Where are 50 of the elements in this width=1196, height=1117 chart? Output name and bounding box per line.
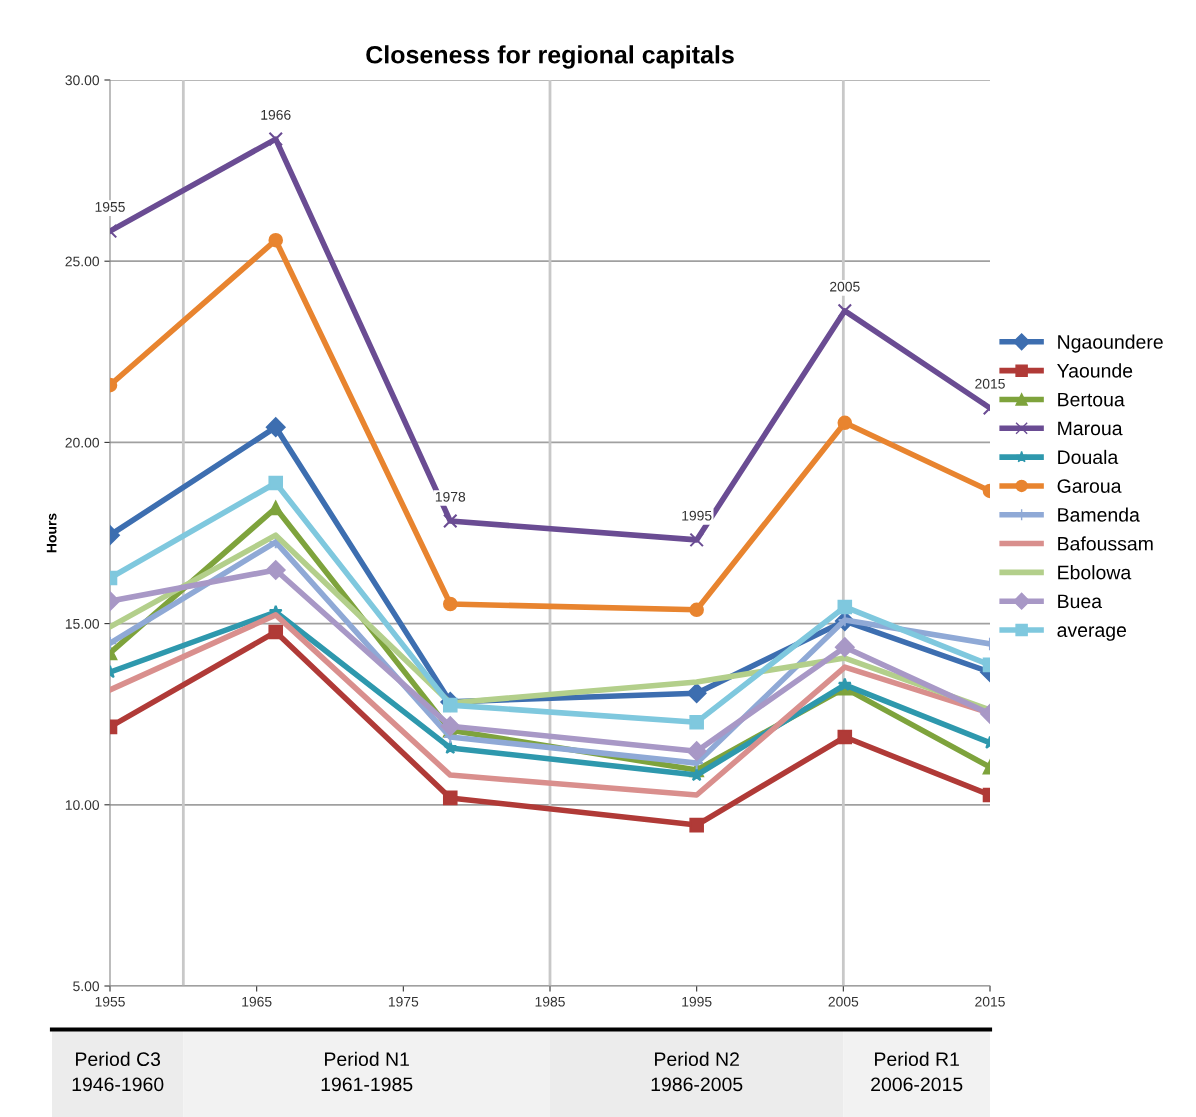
legend-label: Buea — [1058, 594, 1103, 609]
point — [442, 596, 458, 612]
point — [686, 683, 707, 704]
y-tick-label: 30.00 — [65, 75, 100, 86]
annotation: 1978 — [435, 491, 466, 502]
x-tick-label: 1985 — [535, 996, 565, 1007]
text: Period N1 1961-1985 — [321, 1051, 413, 1092]
y-tick-label: 25.00 — [65, 256, 100, 267]
y-tick-label: 20.00 — [65, 437, 100, 448]
y-tick-label: 10.00 — [65, 800, 100, 810]
y-tick-label: 5.00 — [73, 981, 100, 992]
point — [689, 532, 704, 548]
point — [442, 790, 458, 806]
legend-label: Bertoua — [1058, 392, 1125, 407]
point — [689, 714, 704, 730]
annotation: 1966 — [261, 109, 291, 120]
x-tick-label: 1975 — [388, 996, 419, 1007]
annotation: 2015 — [975, 378, 1005, 389]
point — [442, 513, 458, 529]
point — [268, 232, 284, 248]
annotation: 1955 — [95, 201, 125, 212]
y-axis-title: Hours — [46, 513, 57, 553]
point — [268, 131, 284, 147]
text: Period C3 1946-1960 — [72, 1051, 164, 1092]
x-tick-label: 1955 — [95, 996, 125, 1007]
text: Period R1 2006-2015 — [871, 1051, 963, 1092]
x-tick-label: 2015 — [975, 996, 1005, 1007]
annotation: 2005 — [830, 281, 860, 292]
legend-label: Douala — [1058, 449, 1119, 465]
point — [268, 624, 284, 640]
legend-label: Yaounde — [1057, 363, 1133, 378]
point — [686, 741, 707, 762]
x-tick-label: 1995 — [682, 996, 712, 1007]
point — [268, 475, 284, 491]
legend-label: average — [1057, 626, 1127, 641]
legend-label: Bamenda — [1058, 507, 1140, 522]
point — [443, 740, 458, 754]
legend-label: Garoua — [1057, 479, 1122, 493]
y-tick-label: 15.00 — [65, 618, 100, 629]
x-tick-label: 2005 — [828, 996, 859, 1007]
legend-label: Ngaoundere — [1058, 334, 1163, 353]
point — [689, 817, 704, 833]
point — [689, 602, 704, 618]
text: Period N2 1986-2005 — [651, 1051, 743, 1092]
legend-label: Bafoussam — [1058, 536, 1153, 551]
annotation: 1995 — [682, 510, 712, 521]
chart-title: Closeness for regional capitals — [366, 45, 734, 69]
legend-label: Maroua — [1058, 421, 1123, 436]
x-tick-label: 1965 — [242, 996, 272, 1007]
legend-label: Ebolowa — [1058, 565, 1132, 580]
